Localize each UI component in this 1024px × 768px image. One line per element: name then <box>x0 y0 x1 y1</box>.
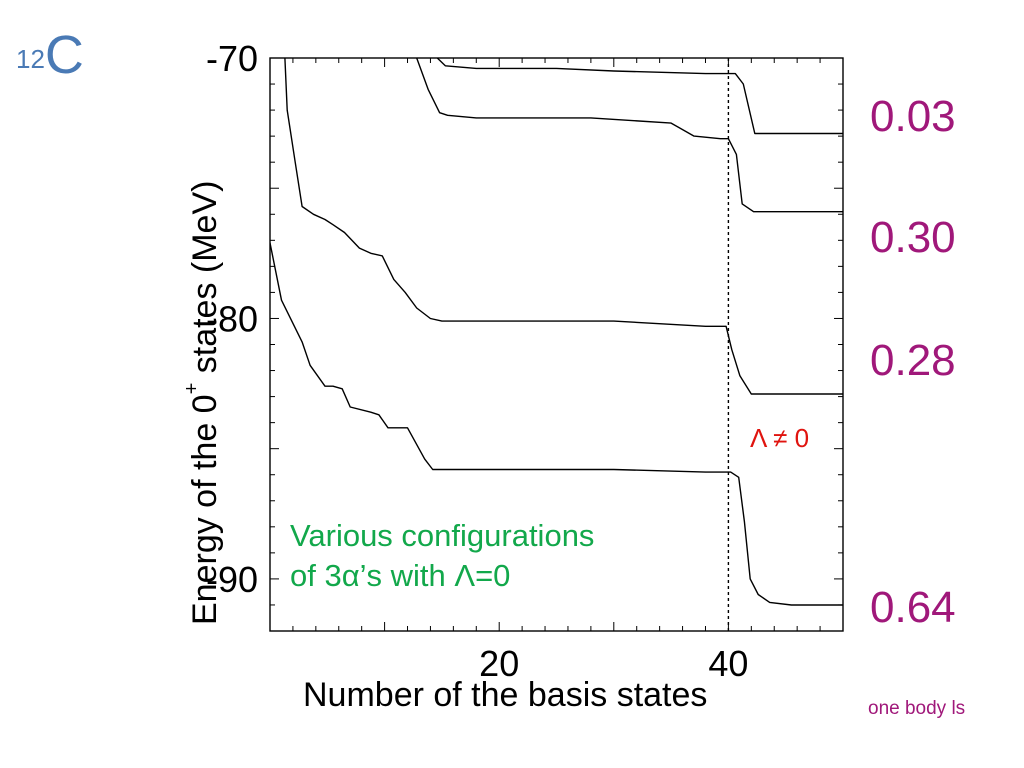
y-axis-label-before: Energy of the 0 <box>186 394 224 625</box>
energy-series-2 <box>284 58 843 395</box>
ratio-label-3: 0.28 <box>870 336 956 385</box>
ratio-label-4: 0.64 <box>870 583 956 632</box>
energy-series-3 <box>416 58 843 213</box>
y-axis-label-after: states (MeV) <box>186 180 224 383</box>
configurations-line-2: of 3α’s with Λ=0 <box>290 558 511 593</box>
plot-area: -70 -80 -90 20 40 <box>206 38 844 684</box>
element-symbol: C <box>44 25 84 85</box>
ratio-label-2: 0.30 <box>870 213 956 262</box>
y-tick-label: -70 <box>206 38 258 79</box>
energy-series-4 <box>436 58 843 135</box>
x-tick-label: 40 <box>708 643 748 684</box>
energy-series-1 <box>270 242 843 606</box>
y-tick-label: -80 <box>206 298 258 339</box>
x-axis-label: Number of the basis states <box>303 676 708 714</box>
ratio-label-1: 0.03 <box>870 92 956 141</box>
configurations-line-1: Various configurations <box>290 518 595 553</box>
x-tick-label: 20 <box>479 643 519 684</box>
mass-number: 12 <box>16 44 45 74</box>
y-axis-label-sup: + <box>180 382 203 395</box>
lambda-nonzero-label: Λ ≠ 0 <box>750 423 810 453</box>
ratio-caption: one body ls <box>868 698 966 719</box>
configurations-annotation: Various configurations of 3α’s with Λ=0 <box>290 516 594 596</box>
y-tick-label: -90 <box>206 559 258 600</box>
nucleus-label: 12C <box>16 28 84 82</box>
y-axis-label: Energy of the 0+ states (MeV) <box>181 180 225 625</box>
